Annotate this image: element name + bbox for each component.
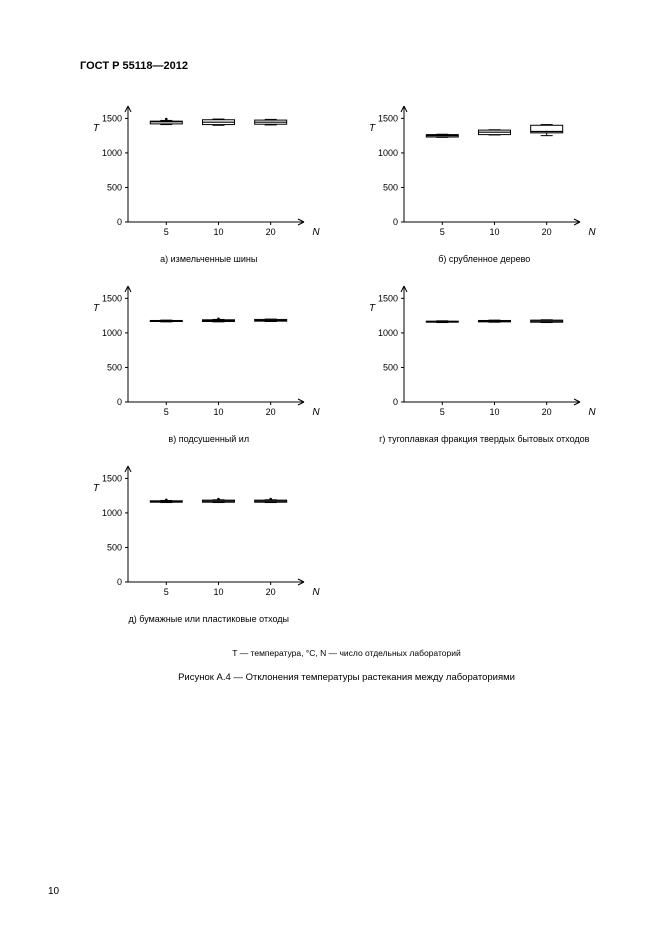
svg-text:20: 20 <box>266 227 276 237</box>
svg-text:10: 10 <box>213 587 223 597</box>
page-number: 10 <box>48 886 59 897</box>
svg-text:1000: 1000 <box>377 148 397 158</box>
svg-text:N: N <box>312 407 320 418</box>
chart-panel-g: 0 500 1000 1500 5 10 20 T N г) тугоплавкая фракц… <box>356 280 614 454</box>
svg-text:T: T <box>368 303 375 314</box>
chart-panel-b: 0 500 1000 1500 5 10 20 T N б) срубленное дерево <box>356 100 614 274</box>
svg-text:N: N <box>312 227 320 238</box>
svg-text:1000: 1000 <box>102 328 122 338</box>
svg-text:500: 500 <box>107 542 122 552</box>
charts-grid: 05001000150051020TN а) измельченные шины… <box>80 100 613 634</box>
svg-text:1000: 1000 <box>377 328 397 338</box>
svg-text:N: N <box>312 587 320 598</box>
svg-text:500: 500 <box>382 182 397 192</box>
subcaption-v: в) подсушенный ил <box>80 434 338 444</box>
svg-text:500: 500 <box>107 182 122 192</box>
figure-caption: Рисунок А.4 — Отклонения температуры рас… <box>80 672 613 683</box>
svg-text:500: 500 <box>382 362 397 372</box>
svg-text:0: 0 <box>117 217 122 227</box>
svg-text:N: N <box>588 407 596 418</box>
svg-text:20: 20 <box>266 587 276 597</box>
subcaption-g: г) тугоплавкая фракция твердых бытовых о… <box>356 434 614 444</box>
svg-text:5: 5 <box>439 227 444 237</box>
svg-text:T: T <box>93 303 100 314</box>
svg-text:0: 0 <box>392 217 397 227</box>
svg-text:N: N <box>588 227 596 238</box>
legend-text: T — температура, °C, N — число отдельных… <box>80 648 613 658</box>
chart-panel-d: 0 500 1000 1500 5 10 20 T N д) бумажные или плас… <box>80 460 338 634</box>
svg-text:T: T <box>93 123 100 134</box>
subcaption-a: а) измельченные шины <box>80 254 338 264</box>
svg-text:5: 5 <box>164 227 169 237</box>
svg-text:1500: 1500 <box>102 113 122 123</box>
document-header: ГОСТ Р 55118—2012 <box>80 60 613 72</box>
svg-text:500: 500 <box>107 362 122 372</box>
svg-text:10: 10 <box>489 407 499 417</box>
svg-text:1500: 1500 <box>377 113 397 123</box>
svg-text:1000: 1000 <box>102 148 122 158</box>
svg-text:10: 10 <box>213 407 223 417</box>
svg-text:T: T <box>93 483 100 494</box>
svg-text:1500: 1500 <box>102 293 122 303</box>
svg-text:5: 5 <box>164 587 169 597</box>
svg-text:0: 0 <box>392 397 397 407</box>
svg-text:1500: 1500 <box>102 473 122 483</box>
svg-text:20: 20 <box>266 407 276 417</box>
chart-panel-a: 0 500 1000 1500 5 10 20 T N а) измельченные шины <box>80 100 338 274</box>
svg-text:10: 10 <box>489 227 499 237</box>
svg-text:20: 20 <box>541 407 551 417</box>
chart-panel-v: 0 500 1000 1500 5 10 20 T N в) подсушенный ил <box>80 280 338 454</box>
svg-text:10: 10 <box>213 227 223 237</box>
svg-text:1000: 1000 <box>102 508 122 518</box>
svg-text:5: 5 <box>439 407 444 417</box>
svg-text:20: 20 <box>541 227 551 237</box>
svg-text:1500: 1500 <box>377 293 397 303</box>
svg-text:0: 0 <box>117 577 122 587</box>
svg-text:T: T <box>368 123 375 134</box>
subcaption-d: д) бумажные или пластиковые отходы <box>80 614 338 624</box>
svg-text:5: 5 <box>164 407 169 417</box>
svg-text:0: 0 <box>117 397 122 407</box>
subcaption-b: б) срубленное дерево <box>356 254 614 264</box>
